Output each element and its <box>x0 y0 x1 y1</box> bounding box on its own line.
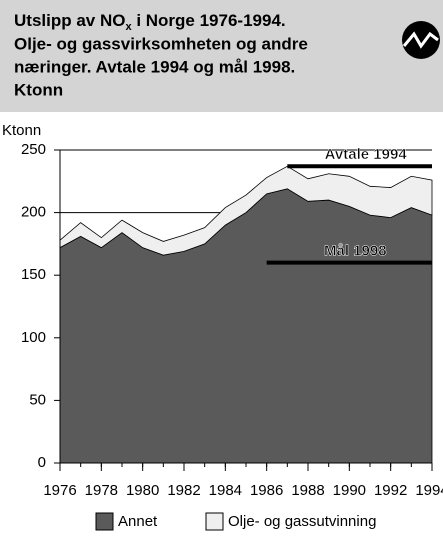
x-tick-label: 1984 <box>209 482 242 499</box>
x-tick-label: 1978 <box>85 482 118 499</box>
x-tick-label: 1980 <box>126 482 159 499</box>
x-tick-label: 1994 <box>415 482 443 499</box>
legend-swatch <box>95 512 114 531</box>
x-tick-label: 1990 <box>333 482 366 499</box>
y-axis-label: Ktonn <box>2 122 41 139</box>
x-tick-label: 1986 <box>250 482 283 499</box>
legend-label: Annet <box>118 513 158 530</box>
x-tick-label: 1982 <box>167 482 200 499</box>
title-box <box>0 0 443 112</box>
y-tick-label: 200 <box>21 204 46 221</box>
y-tick-label: 250 <box>21 141 46 158</box>
y-tick-label: 100 <box>21 329 46 346</box>
chart-title-line: Ktonn <box>14 80 63 99</box>
reference-label: Avtale 1994 <box>325 146 408 163</box>
x-tick-label: 1992 <box>374 482 407 499</box>
y-tick-label: 0 <box>38 454 46 471</box>
area <box>59 165 433 256</box>
y-tick-label: 50 <box>29 391 46 408</box>
chart-title-line: Olje- og gassvirksomheten og andre <box>14 34 308 53</box>
x-tick-label: 1976 <box>43 482 76 499</box>
legend-swatch <box>205 512 224 531</box>
x-tick-label: 1988 <box>291 482 324 499</box>
y-tick-label: 150 <box>21 266 46 283</box>
chart-title-line: næringer. Avtale 1994 og mål 1998. <box>14 57 295 76</box>
reference-label: Mål 1998 <box>324 243 387 260</box>
chart-title-line: Utslipp av NOx i Norge 1976-1994. <box>14 11 286 32</box>
logo <box>402 21 440 59</box>
legend-label: Olje- og gassutvinning <box>228 513 376 530</box>
